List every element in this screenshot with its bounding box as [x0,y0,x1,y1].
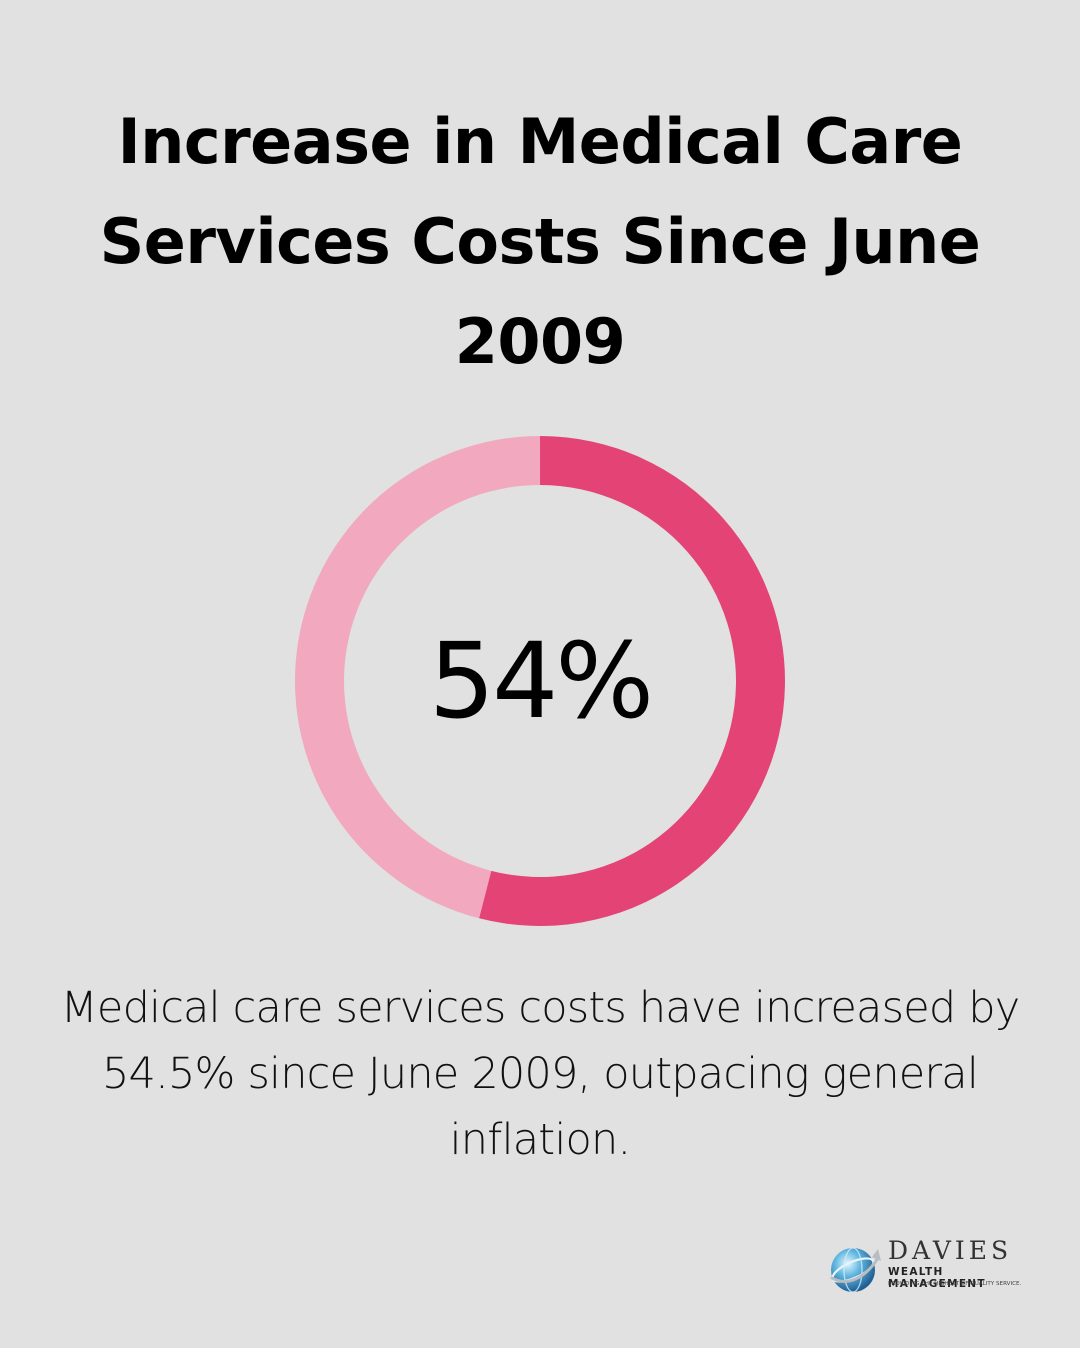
donut-chart [295,436,785,926]
donut-center-label: 54% [428,620,654,742]
donut-slices [295,436,785,926]
donut-slice-1 [295,436,540,919]
logo-name: DAVIES [888,1236,1013,1265]
logo-tagline: PROVIDING THE HIGHEST OF QUALITY SERVICE… [888,1281,1022,1287]
company-logo: DAVIES WEALTH MANAGEMENT PROVIDING THE H… [826,1236,1041,1298]
logo-subtitle: WEALTH MANAGEMENT [888,1266,986,1290]
description-text: Medical care services costs have increas… [60,983,1021,1165]
chart-title: Increase in Medical Care Services Costs … [99,105,981,378]
globe-icon [830,1247,881,1293]
donut-slice-0 [479,436,785,926]
